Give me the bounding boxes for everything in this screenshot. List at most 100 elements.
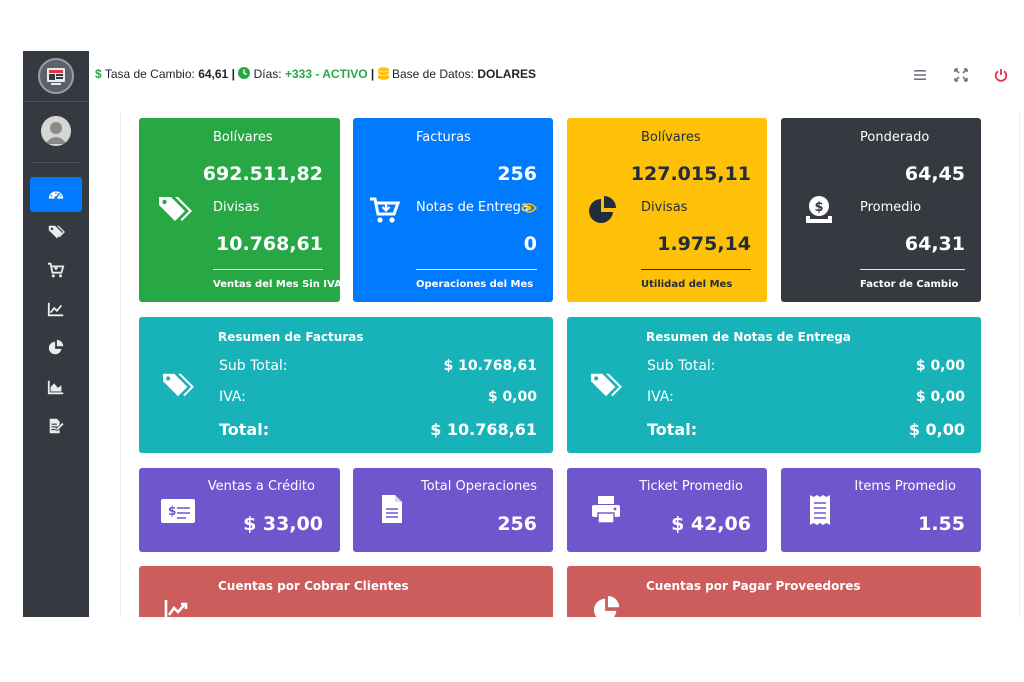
sidebar-item-dashboard[interactable] [30, 177, 82, 212]
clock-icon [238, 67, 251, 79]
card-title: Cuentas por Pagar Proveedores [646, 579, 861, 593]
operations-month-card: Facturas 256 Notas de Entrega 0 Operacio… [353, 118, 553, 302]
accounts-payable-card: Cuentas por Pagar Proveedores [567, 566, 981, 617]
summary-title: Resumen de Notas de Entrega [646, 330, 851, 344]
card-value: 0 [523, 233, 537, 255]
divider [641, 269, 751, 270]
line-chart-icon [164, 600, 188, 617]
pie-chart-icon [48, 339, 64, 354]
pie-chart-icon [589, 196, 616, 223]
total-value: $ 0,00 [908, 420, 965, 439]
database-label: Base de Datos: [391, 67, 475, 81]
database-value: DOLARES [477, 67, 537, 81]
file-icon [382, 495, 402, 523]
separator: | [370, 67, 375, 81]
line-chart-icon [47, 302, 64, 316]
card-title: Cuentas por Cobrar Clientes [218, 579, 409, 593]
iva-label: IVA: [219, 389, 246, 405]
dashboard-icon [48, 190, 64, 199]
card-value: 10.768,61 [216, 233, 323, 255]
pie-chart-icon [594, 596, 620, 617]
card-value: 256 [497, 513, 537, 535]
card-label: Ventas a Crédito [207, 479, 315, 494]
tags-icon [48, 225, 65, 238]
average-ticket-card: Ticket Promedio $ 42,06 [567, 468, 767, 552]
card-label: Facturas [416, 130, 471, 145]
sidebar-item-edit[interactable] [30, 408, 82, 443]
receipt-icon [810, 495, 830, 525]
eye-icon[interactable] [521, 202, 537, 214]
delivery-notes-summary-card: Resumen de Notas de Entrega Sub Total: $… [567, 317, 981, 453]
sidebar-item-tags[interactable] [30, 214, 82, 249]
card-label: Bolívares [213, 130, 273, 145]
status-bar: $ Tasa de Cambio: 64,61 | Días: +333 - A… [95, 67, 536, 81]
money-check-icon: $ [161, 499, 195, 523]
logo-icon [47, 68, 65, 85]
sidebar-item-area-chart[interactable] [30, 369, 82, 404]
power-icon [994, 69, 1008, 82]
credit-sales-card: Ventas a Crédito $ 33,00 $ [139, 468, 340, 552]
expand-icon [954, 68, 968, 82]
svg-text:$: $ [814, 200, 823, 215]
accounts-receivable-card: Cuentas por Cobrar Clientes [139, 566, 553, 617]
exchange-rate-value: 64,61 [198, 67, 229, 81]
card-value: 256 [497, 163, 537, 185]
edit-document-icon [49, 418, 65, 433]
total-label: Total: [647, 420, 698, 439]
exchange-rate-label: Tasa de Cambio: [104, 67, 195, 81]
money-bag-icon: $ [806, 196, 832, 223]
card-label: Items Promedio [854, 479, 956, 494]
card-label: Ponderado [860, 130, 930, 145]
tags-icon [163, 373, 194, 397]
brand-logo[interactable] [38, 58, 74, 94]
days-label: Días: [253, 67, 282, 81]
top-header: $ Tasa de Cambio: 64,61 | Días: +333 - A… [89, 51, 1022, 100]
menu-button[interactable] [910, 65, 930, 85]
total-value: $ 10.768,61 [430, 420, 537, 439]
divider [416, 269, 537, 270]
sidebar-item-pie-chart[interactable] [30, 330, 82, 365]
card-footer: Factor de Cambio [860, 279, 959, 290]
user-icon [41, 116, 71, 146]
total-label: Total: [219, 420, 270, 439]
card-footer: Utilidad del Mes [641, 279, 733, 290]
area-chart-icon [47, 380, 64, 394]
dollar-icon: $ [95, 67, 102, 81]
card-label: Promedio [860, 200, 922, 215]
logout-button[interactable] [991, 65, 1011, 85]
card-value: 64,45 [904, 163, 965, 185]
invoices-summary-card: Resumen de Facturas Sub Total: $ 10.768,… [139, 317, 553, 453]
cart-download-icon [370, 197, 401, 223]
card-value: 127.015,11 [630, 163, 751, 185]
hamburger-icon [914, 70, 926, 80]
sidebar-item-line-chart[interactable] [30, 291, 82, 326]
iva-label: IVA: [647, 389, 674, 405]
app-window: $ Tasa de Cambio: 64,61 | Días: +333 - A… [23, 51, 1022, 617]
sidebar-item-cart[interactable] [30, 252, 82, 287]
card-label: Bolívares [641, 130, 701, 145]
sidebar [23, 51, 89, 617]
iva-value: $ 0,00 [487, 389, 537, 405]
divider [213, 269, 323, 270]
summary-title: Resumen de Facturas [218, 330, 364, 344]
card-label: Divisas [213, 200, 260, 215]
fullscreen-button[interactable] [951, 65, 971, 85]
sidebar-divider [23, 101, 89, 102]
card-label: Divisas [641, 200, 688, 215]
divider [860, 269, 965, 270]
separator: | [231, 67, 235, 81]
exchange-factor-card: Ponderado 64,45 Promedio 64,31 Factor de… [781, 118, 981, 302]
sales-month-card: Bolívares 692.511,82 Divisas 10.768,61 V… [139, 118, 340, 302]
subtotal-value: $ 10.768,61 [443, 358, 537, 374]
total-operations-card: Total Operaciones 256 [353, 468, 553, 552]
subtotal-label: Sub Total: [647, 358, 716, 374]
subtotal-value: $ 0,00 [915, 358, 965, 374]
card-footer: Ventas del Mes Sin IVA [213, 279, 340, 290]
printer-icon [592, 496, 620, 524]
database-icon [377, 67, 390, 80]
cart-icon [47, 262, 65, 277]
tags-icon [591, 373, 622, 397]
user-avatar[interactable] [41, 116, 71, 146]
card-value: 64,31 [904, 233, 965, 255]
sidebar-divider [31, 162, 81, 163]
